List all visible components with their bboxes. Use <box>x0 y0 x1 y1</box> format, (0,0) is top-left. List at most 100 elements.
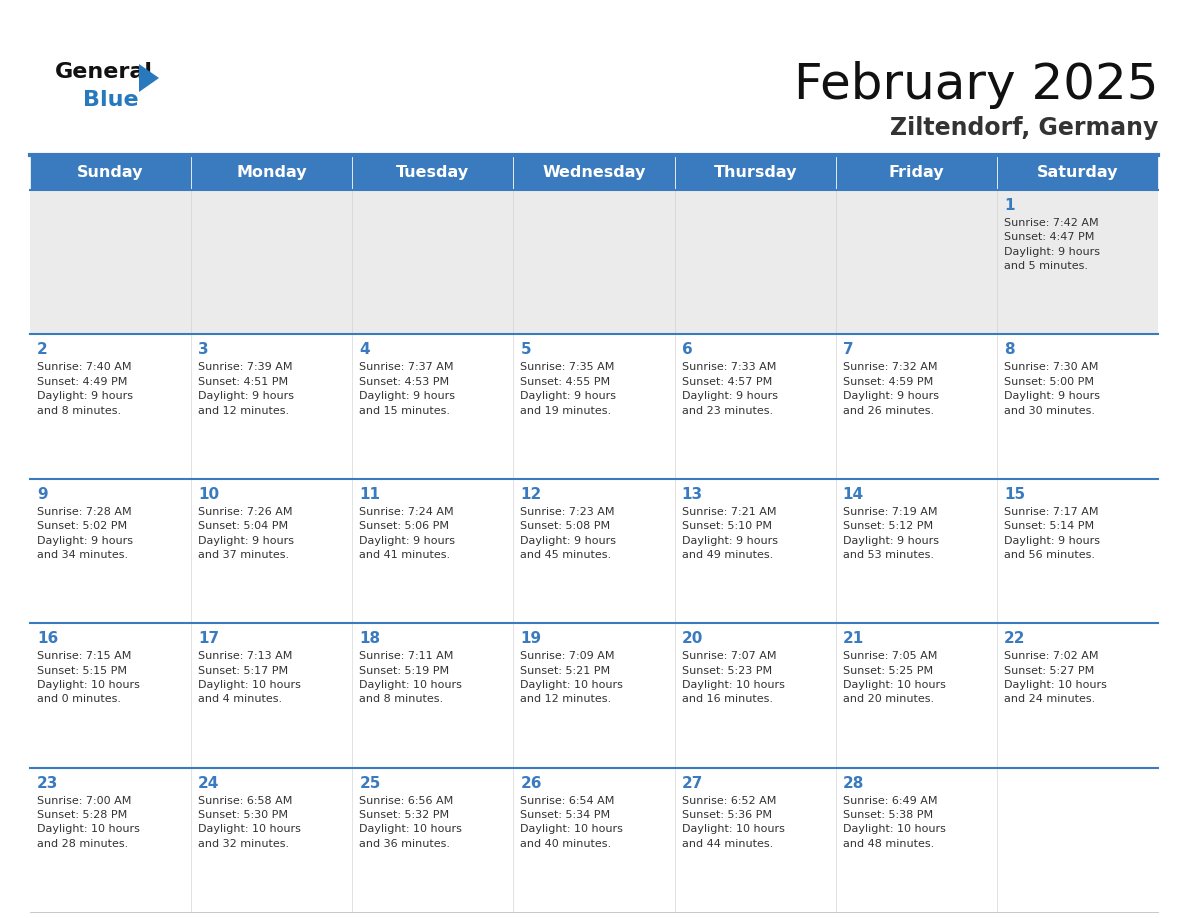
Bar <box>675 623 835 767</box>
Text: Sunrise: 7:15 AM
Sunset: 5:15 PM
Daylight: 10 hours
and 0 minutes.: Sunrise: 7:15 AM Sunset: 5:15 PM Dayligh… <box>37 651 140 704</box>
Text: Wednesday: Wednesday <box>542 165 646 180</box>
Text: Ziltendorf, Germany: Ziltendorf, Germany <box>890 116 1158 140</box>
Bar <box>353 479 513 623</box>
Text: Sunrise: 7:23 AM
Sunset: 5:08 PM
Daylight: 9 hours
and 45 minutes.: Sunrise: 7:23 AM Sunset: 5:08 PM Dayligh… <box>520 507 617 560</box>
Text: Monday: Monday <box>236 165 307 180</box>
Text: 22: 22 <box>1004 632 1025 646</box>
Text: 26: 26 <box>520 776 542 790</box>
Bar <box>997 767 1158 912</box>
Text: 11: 11 <box>359 487 380 502</box>
Text: Sunrise: 7:26 AM
Sunset: 5:04 PM
Daylight: 9 hours
and 37 minutes.: Sunrise: 7:26 AM Sunset: 5:04 PM Dayligh… <box>198 507 295 560</box>
Text: 19: 19 <box>520 632 542 646</box>
Text: Sunrise: 6:56 AM
Sunset: 5:32 PM
Daylight: 10 hours
and 36 minutes.: Sunrise: 6:56 AM Sunset: 5:32 PM Dayligh… <box>359 796 462 849</box>
Bar <box>835 155 997 190</box>
Text: Sunrise: 7:42 AM
Sunset: 4:47 PM
Daylight: 9 hours
and 5 minutes.: Sunrise: 7:42 AM Sunset: 4:47 PM Dayligh… <box>1004 218 1100 271</box>
Bar <box>353 623 513 767</box>
Bar <box>997 190 1158 334</box>
Bar <box>997 155 1158 190</box>
Text: Sunrise: 7:13 AM
Sunset: 5:17 PM
Daylight: 10 hours
and 4 minutes.: Sunrise: 7:13 AM Sunset: 5:17 PM Dayligh… <box>198 651 301 704</box>
Text: 5: 5 <box>520 342 531 357</box>
Text: Sunrise: 6:58 AM
Sunset: 5:30 PM
Daylight: 10 hours
and 32 minutes.: Sunrise: 6:58 AM Sunset: 5:30 PM Dayligh… <box>198 796 301 849</box>
Text: Sunrise: 7:32 AM
Sunset: 4:59 PM
Daylight: 9 hours
and 26 minutes.: Sunrise: 7:32 AM Sunset: 4:59 PM Dayligh… <box>842 363 939 416</box>
Bar <box>353 334 513 479</box>
Polygon shape <box>139 64 159 92</box>
Text: General: General <box>55 62 153 82</box>
Text: Sunrise: 7:11 AM
Sunset: 5:19 PM
Daylight: 10 hours
and 8 minutes.: Sunrise: 7:11 AM Sunset: 5:19 PM Dayligh… <box>359 651 462 704</box>
Text: 27: 27 <box>682 776 703 790</box>
Text: 8: 8 <box>1004 342 1015 357</box>
Text: 10: 10 <box>198 487 220 502</box>
Text: Sunrise: 7:35 AM
Sunset: 4:55 PM
Daylight: 9 hours
and 19 minutes.: Sunrise: 7:35 AM Sunset: 4:55 PM Dayligh… <box>520 363 617 416</box>
Text: 1: 1 <box>1004 198 1015 213</box>
Text: 24: 24 <box>198 776 220 790</box>
Bar <box>675 190 835 334</box>
Bar <box>353 155 513 190</box>
Bar <box>513 479 675 623</box>
Bar <box>997 334 1158 479</box>
Bar <box>191 623 353 767</box>
Text: 9: 9 <box>37 487 48 502</box>
Text: 25: 25 <box>359 776 380 790</box>
Bar <box>835 623 997 767</box>
Bar <box>30 479 191 623</box>
Text: 17: 17 <box>198 632 220 646</box>
Bar <box>513 155 675 190</box>
Text: Sunrise: 7:33 AM
Sunset: 4:57 PM
Daylight: 9 hours
and 23 minutes.: Sunrise: 7:33 AM Sunset: 4:57 PM Dayligh… <box>682 363 778 416</box>
Text: February 2025: February 2025 <box>794 61 1158 109</box>
Text: 12: 12 <box>520 487 542 502</box>
Text: Sunrise: 7:28 AM
Sunset: 5:02 PM
Daylight: 9 hours
and 34 minutes.: Sunrise: 7:28 AM Sunset: 5:02 PM Dayligh… <box>37 507 133 560</box>
Text: Tuesday: Tuesday <box>397 165 469 180</box>
Text: Sunrise: 7:09 AM
Sunset: 5:21 PM
Daylight: 10 hours
and 12 minutes.: Sunrise: 7:09 AM Sunset: 5:21 PM Dayligh… <box>520 651 624 704</box>
Bar <box>30 623 191 767</box>
Text: Sunrise: 6:49 AM
Sunset: 5:38 PM
Daylight: 10 hours
and 48 minutes.: Sunrise: 6:49 AM Sunset: 5:38 PM Dayligh… <box>842 796 946 849</box>
Bar <box>513 334 675 479</box>
Bar <box>30 155 191 190</box>
Text: Sunrise: 7:40 AM
Sunset: 4:49 PM
Daylight: 9 hours
and 8 minutes.: Sunrise: 7:40 AM Sunset: 4:49 PM Dayligh… <box>37 363 133 416</box>
Text: Sunrise: 7:19 AM
Sunset: 5:12 PM
Daylight: 9 hours
and 53 minutes.: Sunrise: 7:19 AM Sunset: 5:12 PM Dayligh… <box>842 507 939 560</box>
Text: 20: 20 <box>682 632 703 646</box>
Bar <box>191 767 353 912</box>
Bar <box>191 155 353 190</box>
Bar <box>30 190 191 334</box>
Text: 13: 13 <box>682 487 702 502</box>
Text: Friday: Friday <box>889 165 944 180</box>
Text: 6: 6 <box>682 342 693 357</box>
Bar <box>513 190 675 334</box>
Text: 15: 15 <box>1004 487 1025 502</box>
Text: Sunrise: 6:54 AM
Sunset: 5:34 PM
Daylight: 10 hours
and 40 minutes.: Sunrise: 6:54 AM Sunset: 5:34 PM Dayligh… <box>520 796 624 849</box>
Bar <box>997 479 1158 623</box>
Text: 16: 16 <box>37 632 58 646</box>
Bar <box>675 334 835 479</box>
Text: 28: 28 <box>842 776 864 790</box>
Text: 3: 3 <box>198 342 209 357</box>
Bar <box>30 334 191 479</box>
Text: Saturday: Saturday <box>1037 165 1118 180</box>
Bar <box>835 767 997 912</box>
Text: Blue: Blue <box>83 90 139 110</box>
Bar <box>675 479 835 623</box>
Text: 21: 21 <box>842 632 864 646</box>
Text: Sunrise: 7:07 AM
Sunset: 5:23 PM
Daylight: 10 hours
and 16 minutes.: Sunrise: 7:07 AM Sunset: 5:23 PM Dayligh… <box>682 651 784 704</box>
Bar <box>191 334 353 479</box>
Bar <box>997 623 1158 767</box>
Text: Sunrise: 7:00 AM
Sunset: 5:28 PM
Daylight: 10 hours
and 28 minutes.: Sunrise: 7:00 AM Sunset: 5:28 PM Dayligh… <box>37 796 140 849</box>
Text: Sunrise: 7:21 AM
Sunset: 5:10 PM
Daylight: 9 hours
and 49 minutes.: Sunrise: 7:21 AM Sunset: 5:10 PM Dayligh… <box>682 507 778 560</box>
Bar <box>191 479 353 623</box>
Bar <box>835 190 997 334</box>
Text: Thursday: Thursday <box>713 165 797 180</box>
Bar <box>513 623 675 767</box>
Text: 18: 18 <box>359 632 380 646</box>
Bar <box>675 155 835 190</box>
Text: Sunrise: 7:05 AM
Sunset: 5:25 PM
Daylight: 10 hours
and 20 minutes.: Sunrise: 7:05 AM Sunset: 5:25 PM Dayligh… <box>842 651 946 704</box>
Bar <box>191 190 353 334</box>
Bar <box>513 767 675 912</box>
Bar <box>675 767 835 912</box>
Text: Sunday: Sunday <box>77 165 144 180</box>
Text: Sunrise: 7:24 AM
Sunset: 5:06 PM
Daylight: 9 hours
and 41 minutes.: Sunrise: 7:24 AM Sunset: 5:06 PM Dayligh… <box>359 507 455 560</box>
Bar <box>353 190 513 334</box>
Bar <box>353 767 513 912</box>
Text: Sunrise: 7:02 AM
Sunset: 5:27 PM
Daylight: 10 hours
and 24 minutes.: Sunrise: 7:02 AM Sunset: 5:27 PM Dayligh… <box>1004 651 1107 704</box>
Text: Sunrise: 7:30 AM
Sunset: 5:00 PM
Daylight: 9 hours
and 30 minutes.: Sunrise: 7:30 AM Sunset: 5:00 PM Dayligh… <box>1004 363 1100 416</box>
Text: Sunrise: 7:37 AM
Sunset: 4:53 PM
Daylight: 9 hours
and 15 minutes.: Sunrise: 7:37 AM Sunset: 4:53 PM Dayligh… <box>359 363 455 416</box>
Bar <box>835 334 997 479</box>
